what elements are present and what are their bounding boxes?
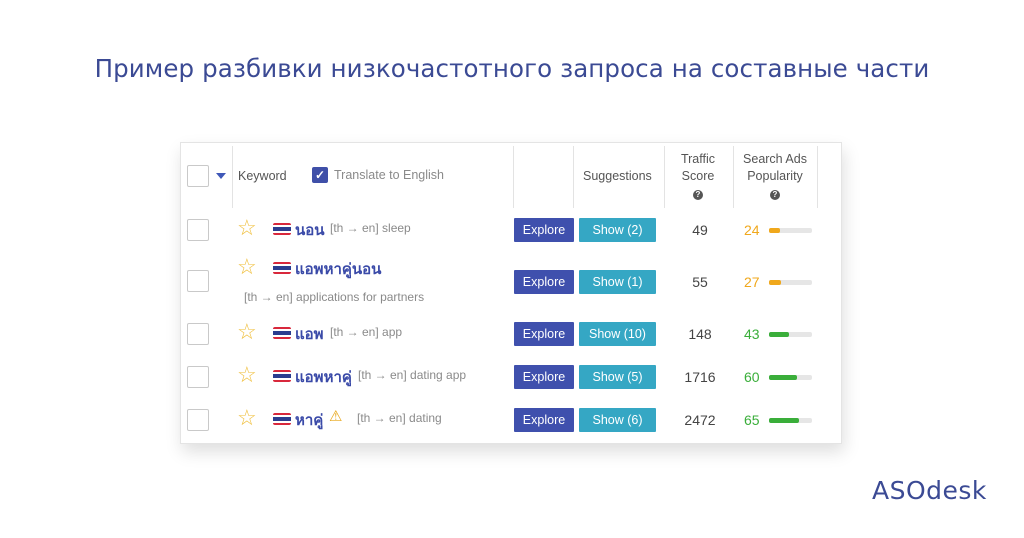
popularity-value: 65 (744, 412, 760, 428)
star-outline-icon[interactable]: ☆ (237, 405, 257, 430)
keyword-text[interactable]: หาคู่ (295, 411, 324, 429)
keyword-text[interactable]: แอพหาคู่นอน (295, 260, 382, 278)
popularity-bar (769, 375, 812, 380)
traffic-score-value: 148 (688, 326, 712, 342)
popularity-value: 27 (744, 274, 760, 290)
traffic-score-value: 2472 (684, 412, 716, 428)
popularity-bar-fill (769, 332, 789, 337)
show-suggestions-button[interactable]: Show (6) (579, 408, 656, 432)
star-outline-icon[interactable]: ☆ (237, 215, 257, 240)
translate-label: Translate to English (334, 168, 445, 182)
keyword-translation: [th → en] sleep (330, 221, 411, 235)
thailand-flag-icon (273, 262, 291, 274)
keyword-translation: [th → en] dating (357, 411, 442, 425)
keyword-column-header: Keyword (238, 169, 287, 183)
popularity-bar (769, 280, 812, 285)
explore-button[interactable]: Explore (514, 270, 574, 294)
explore-button[interactable]: Explore (514, 408, 574, 432)
page-title: Пример разбивки низкочастотного запроса … (94, 54, 930, 83)
explore-button[interactable]: Explore (514, 322, 574, 346)
suggestions-column-header: Suggestions (583, 169, 652, 183)
traffic-score-column-header: Traffic Score ? (680, 152, 716, 200)
thailand-flag-icon (273, 223, 291, 235)
row-checkbox[interactable] (187, 323, 209, 345)
traffic-score-value: 1716 (684, 369, 716, 385)
popularity-bar (769, 418, 812, 423)
star-outline-icon[interactable]: ☆ (237, 362, 257, 387)
translate-checkbox[interactable]: ✓ (312, 167, 328, 183)
keyword-translation: [th → en] dating app (358, 368, 467, 382)
popularity-value: 60 (744, 369, 760, 385)
star-outline-icon[interactable]: ☆ (237, 254, 257, 279)
popularity-value: 24 (744, 222, 760, 238)
star-outline-icon[interactable]: ☆ (237, 319, 257, 344)
thailand-flag-icon (273, 327, 291, 339)
explore-button[interactable]: Explore (514, 218, 574, 242)
popularity-bar-fill (769, 228, 780, 233)
show-suggestions-button[interactable]: Show (2) (579, 218, 656, 242)
traffic-score-value: 55 (692, 274, 708, 290)
row-checkbox[interactable] (187, 366, 209, 388)
popularity-bar-fill (769, 375, 797, 380)
help-icon[interactable]: ? (693, 190, 703, 200)
show-suggestions-button[interactable]: Show (1) (579, 270, 656, 294)
asodesk-logo: ASOdesk (872, 476, 987, 505)
popularity-column-header: Search Ads Popularity ? (743, 152, 807, 200)
keyword-text[interactable]: แอพหาคู่ (295, 368, 352, 386)
popularity-bar-fill (769, 418, 799, 423)
traffic-score-value: 49 (692, 222, 708, 238)
row-checkbox[interactable] (187, 409, 209, 431)
keyword-translation: [th → en] applications for partners (244, 290, 425, 304)
help-icon[interactable]: ? (770, 190, 780, 200)
show-suggestions-button[interactable]: Show (5) (579, 365, 656, 389)
warning-triangle-icon: ⚠ (329, 408, 343, 425)
popularity-bar-fill (769, 280, 781, 285)
keyword-text[interactable]: แอพ (295, 325, 324, 343)
explore-button[interactable]: Explore (514, 365, 574, 389)
popularity-value: 43 (744, 326, 760, 342)
thailand-flag-icon (273, 370, 291, 382)
popularity-bar (769, 332, 812, 337)
keyword-text[interactable]: นอน (295, 221, 325, 239)
show-suggestions-button[interactable]: Show (10) (579, 322, 656, 346)
keyword-translation: [th → en] app (330, 325, 403, 339)
thailand-flag-icon (273, 413, 291, 425)
popularity-bar (769, 228, 812, 233)
keywords-table: Keyword ✓ Translate to English Suggestio… (180, 142, 842, 444)
select-all-checkbox[interactable] (187, 165, 209, 187)
row-checkbox[interactable] (187, 219, 209, 241)
select-menu-chevron-icon[interactable] (216, 173, 226, 179)
row-checkbox[interactable] (187, 270, 209, 292)
